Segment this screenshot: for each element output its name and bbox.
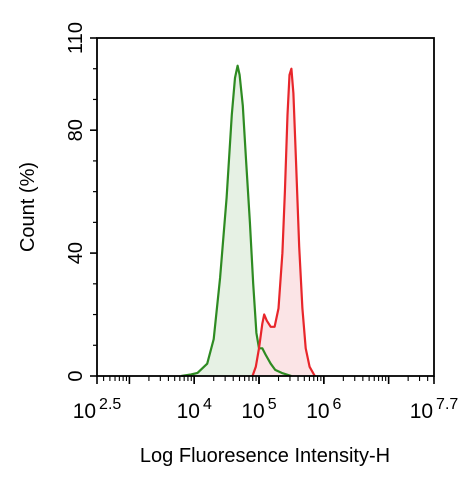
plot-frame [96,37,435,377]
series-1-line [251,67,316,377]
x-tick-label: 10 6 [306,396,341,423]
y-tick-label: 0 [65,370,87,381]
y-axis: 0 40 80 110 [65,22,97,382]
y-tick-label: 40 [65,242,87,264]
x-axis: 10 2.5 10 4 10 5 10 6 10 7.7 [73,376,459,423]
series-lines [181,64,316,378]
y-axis-label: Count (%) [17,162,39,252]
series-1-area [252,68,315,376]
y-tick-label: 80 [65,119,87,141]
x-tick-label: 10 7.7 [410,396,459,423]
x-tick-label: 10 5 [241,396,276,423]
y-tick-label: 110 [65,22,87,54]
series-fills [181,65,315,376]
series-0-line [181,64,292,378]
x-tick-label: 10 4 [177,396,212,423]
series-0-area [181,65,292,376]
x-tick-label: 10 2.5 [73,396,122,423]
x-axis-label: Log Fluoresence Intensity-H [140,445,390,467]
